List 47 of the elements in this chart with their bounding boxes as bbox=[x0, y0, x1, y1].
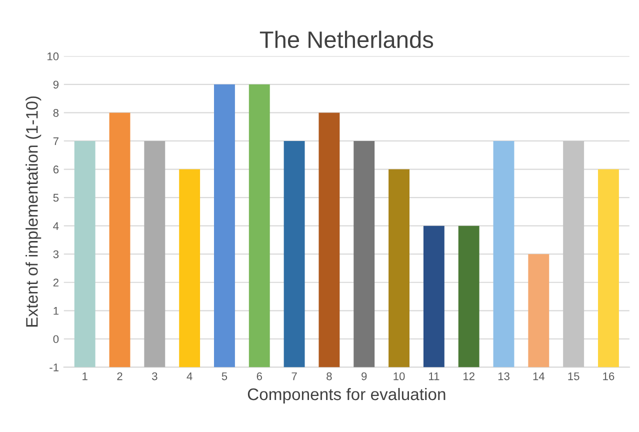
x-tick-label: 16 bbox=[603, 372, 614, 380]
bar bbox=[598, 169, 619, 368]
y-tick-label: 3 bbox=[53, 250, 59, 258]
x-tick-label: 10 bbox=[394, 372, 405, 380]
x-tick-label: 2 bbox=[117, 372, 122, 380]
y-tick-label: 10 bbox=[48, 52, 59, 60]
bar bbox=[458, 226, 480, 368]
y-tick-label: 0 bbox=[53, 335, 59, 344]
bar bbox=[528, 254, 550, 368]
bar bbox=[109, 112, 130, 368]
y-tick-label: 9 bbox=[53, 80, 59, 89]
bar bbox=[248, 84, 270, 368]
x-tick-label: 4 bbox=[186, 372, 192, 380]
bar bbox=[354, 140, 375, 368]
y-tick-label: 2 bbox=[53, 278, 58, 286]
x-axis-title: Components for evaluation bbox=[248, 388, 446, 404]
y-axis-title: Extent of implementation (1-10) bbox=[26, 96, 42, 327]
x-tick-label: 15 bbox=[568, 372, 580, 380]
x-tick-label: 6 bbox=[256, 372, 262, 380]
bar bbox=[563, 140, 584, 368]
x-tick-label: 13 bbox=[498, 372, 510, 380]
bar bbox=[423, 226, 444, 368]
x-tick-label: 9 bbox=[362, 372, 367, 380]
bar bbox=[179, 169, 200, 368]
x-tick-label: 12 bbox=[464, 372, 474, 380]
bar bbox=[74, 140, 96, 368]
bar bbox=[214, 84, 235, 368]
bar bbox=[144, 140, 166, 368]
y-tick-label: 1 bbox=[54, 307, 58, 315]
x-tick-label: 11 bbox=[429, 372, 440, 380]
chart-title: The Netherlands bbox=[260, 30, 434, 48]
y-tick-label: 5 bbox=[53, 194, 59, 202]
bar bbox=[284, 140, 305, 368]
y-tick-label: 6 bbox=[53, 166, 59, 174]
bar bbox=[388, 169, 410, 368]
y-tick-label: -1 bbox=[50, 364, 58, 372]
bar bbox=[318, 112, 340, 368]
x-tick-label: 1 bbox=[82, 372, 88, 380]
x-tick-label: 14 bbox=[533, 372, 545, 380]
y-tick-label: 4 bbox=[53, 222, 59, 230]
x-tick-label: 8 bbox=[326, 372, 332, 380]
x-tick-label: 3 bbox=[152, 372, 158, 380]
bar bbox=[493, 140, 514, 368]
x-tick-label: 7 bbox=[292, 372, 297, 380]
y-tick-label: 7 bbox=[53, 137, 58, 146]
y-tick-label: 8 bbox=[53, 108, 59, 117]
x-tick-label: 5 bbox=[222, 372, 228, 380]
